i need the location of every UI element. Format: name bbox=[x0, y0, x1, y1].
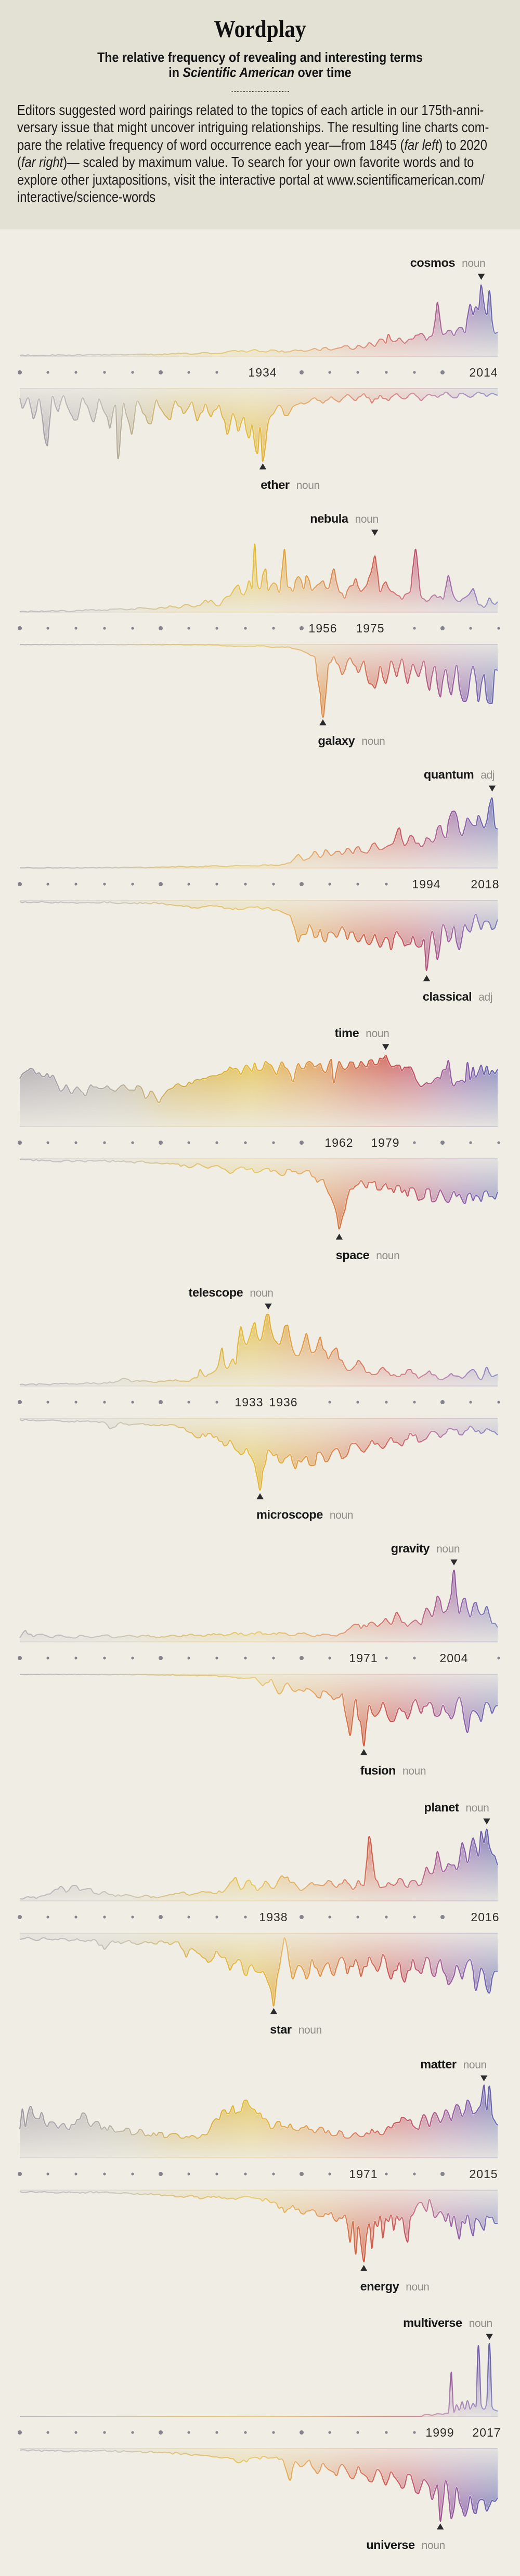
svg-text:1971: 1971 bbox=[349, 1651, 378, 1665]
svg-text:2017: 2017 bbox=[472, 2426, 501, 2439]
svg-text:2016: 2016 bbox=[471, 1910, 499, 1924]
svg-text:1971: 1971 bbox=[349, 2167, 378, 2181]
svg-text:2015: 2015 bbox=[469, 2167, 498, 2181]
svg-text:1956: 1956 bbox=[308, 622, 337, 635]
svg-text:2018: 2018 bbox=[471, 877, 499, 891]
svg-text:1962: 1962 bbox=[324, 1136, 353, 1149]
svg-text:1936: 1936 bbox=[269, 1395, 297, 1409]
svg-text:1999: 1999 bbox=[425, 2426, 454, 2439]
svg-text:1933: 1933 bbox=[235, 1395, 263, 1409]
svg-text:1934: 1934 bbox=[248, 366, 277, 379]
svg-text:2014: 2014 bbox=[469, 366, 498, 379]
svg-text:1938: 1938 bbox=[259, 1910, 288, 1924]
svg-text:1994: 1994 bbox=[412, 877, 440, 891]
svg-text:1979: 1979 bbox=[371, 1136, 399, 1149]
svg-text:1975: 1975 bbox=[356, 622, 384, 635]
svg-text:2004: 2004 bbox=[439, 1651, 468, 1665]
